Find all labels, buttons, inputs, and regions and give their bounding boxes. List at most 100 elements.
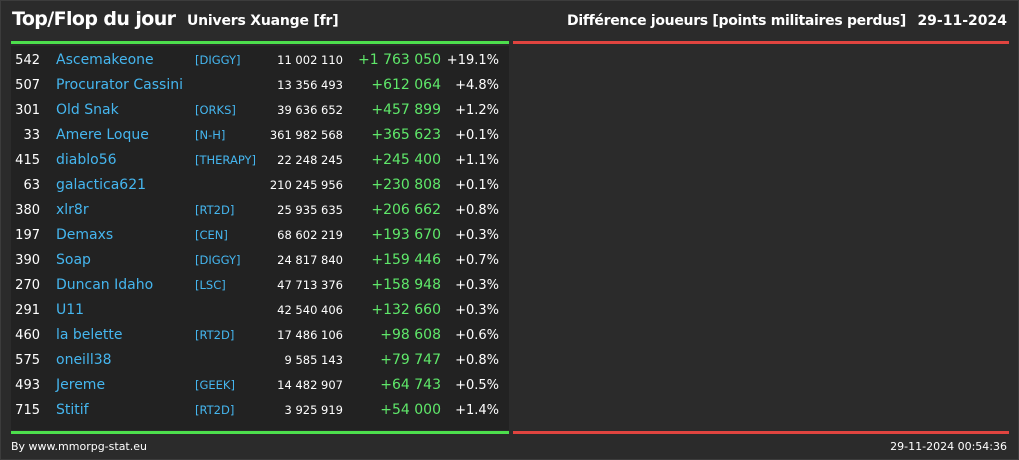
player-row: 575 oneill38 9 585 143 +79 747 +0.8% [11,348,509,373]
percent-change: +0.6% [455,328,499,343]
percent-change: +0.8% [455,353,499,368]
alliance-tag[interactable]: [GEEK] [195,378,235,392]
player-name-link[interactable]: U11 [56,302,85,318]
player-row: 493 Jereme [GEEK] 14 482 907 +64 743 +0.5% [11,373,509,398]
player-name-link[interactable]: Soap [56,252,91,268]
alliance-tag[interactable]: [DIGGY] [195,253,241,267]
player-row: 380 xlr8r [RT2D] 25 935 635 +206 662 +0.8% [11,198,509,223]
percent-change: +0.3% [455,278,499,293]
player-name-link[interactable]: Demaxs [56,227,114,243]
player-row: 63 galactica621 210 245 956 +230 808 +0.1% [11,173,509,198]
percent-change: +0.5% [455,378,499,393]
player-points: 24 817 840 [277,253,343,267]
percent-change: +1.1% [455,153,499,168]
player-name-link[interactable]: galactica621 [56,177,147,193]
percent-change: +0.1% [455,178,499,193]
player-row: 460 la belette [RT2D] 17 486 106 +98 608 +0.6… [11,323,509,348]
alliance-tag[interactable]: [THERAPY] [195,153,257,167]
player-rank: 291 [15,303,40,318]
player-points: 42 540 406 [277,303,343,317]
points-difference: +132 660 [371,302,441,318]
points-difference: +193 670 [371,227,441,243]
percent-change: +0.3% [455,228,499,243]
player-points: 9 585 143 [284,353,343,367]
player-points: 3 925 919 [284,403,343,417]
alliance-tag[interactable]: [N-H] [195,128,226,142]
player-name-link[interactable]: diablo56 [56,152,117,168]
points-difference: +365 623 [371,127,441,143]
player-rank: 270 [15,278,40,293]
player-points: 14 482 907 [277,378,343,392]
player-name-link[interactable]: la belette [56,327,123,343]
player-row: 301 Old Snak [ORKS] 39 636 652 +457 899 +1.2% [11,98,509,123]
player-name-link[interactable]: Ascemakeone [56,52,154,68]
percent-change: +0.7% [455,253,499,268]
player-points: 210 245 956 [269,178,343,192]
player-name-link[interactable]: Old Snak [56,102,119,118]
points-difference: +230 808 [371,177,441,193]
alliance-tag[interactable]: [LSC] [195,278,226,292]
percent-change: +1.2% [455,103,499,118]
points-difference: +98 608 [380,327,441,343]
player-rank: 507 [15,78,40,93]
page-title: Top/Flop du jour [12,8,176,30]
alliance-tag[interactable]: [ORKS] [195,103,236,117]
player-points: 17 486 106 [277,328,343,342]
player-row: 715 Stitif [RT2D] 3 925 919 +54 000 +1.4% [11,398,509,423]
player-points: 68 602 219 [277,228,343,242]
top-footer-bar [11,431,509,434]
player-rank: 542 [15,53,40,68]
points-difference: +159 446 [371,252,441,268]
generated-timestamp: 29-11-2024 00:54:36 [890,440,1007,453]
percent-change: +1.4% [455,403,499,418]
percent-change: +0.8% [455,203,499,218]
player-points: 13 356 493 [277,78,343,92]
points-difference: +158 948 [371,277,441,293]
player-name-link[interactable]: Stitif [56,402,89,418]
player-points: 39 636 652 [277,103,343,117]
alliance-tag[interactable]: [CEN] [195,228,228,242]
player-row: 390 Soap [DIGGY] 24 817 840 +159 446 +0.7% [11,248,509,273]
player-rank: 460 [15,328,40,343]
flop-header-bar [513,41,1009,44]
player-row: 542 Ascemakeone [DIGGY] 11 002 110 +1 763 05… [11,48,509,73]
player-name-link[interactable]: Amere Loque [56,127,149,143]
player-rank: 197 [15,228,40,243]
alliance-tag[interactable]: [RT2D] [195,203,235,217]
player-rank: 493 [15,378,40,393]
top-header-bar [11,41,509,44]
player-row: 197 Demaxs [CEN] 68 602 219 +193 670 +0.3% [11,223,509,248]
points-difference: +1 763 050 [358,52,441,68]
player-points: 361 982 568 [269,128,343,142]
player-rank: 301 [15,103,40,118]
player-rank: 575 [15,353,40,368]
player-row: 270 Duncan Idaho [LSC] 47 713 376 +158 948 +0… [11,273,509,298]
player-points: 11 002 110 [277,53,343,67]
alliance-tag[interactable]: [RT2D] [195,403,235,417]
player-row: 291 U11 42 540 406 +132 660 +0.3% [11,298,509,323]
player-name-link[interactable]: Procurator Cassini [56,77,183,93]
player-points: 22 248 245 [277,153,343,167]
player-name-link[interactable]: oneill38 [56,352,112,368]
player-name-link[interactable]: Duncan Idaho [56,277,154,293]
player-row: 415 diablo56 [THERAPY] 22 248 245 +245 400 +1… [11,148,509,173]
flop-players-panel [513,46,1009,430]
percent-change: +4.8% [455,78,499,93]
alliance-tag[interactable]: [RT2D] [195,328,235,342]
date-label: 29-11-2024 [917,13,1007,29]
percent-change: +0.1% [455,128,499,143]
points-difference: +79 747 [380,352,441,368]
player-rank: 390 [15,253,40,268]
points-difference: +612 064 [371,77,441,93]
points-difference: +206 662 [371,202,441,218]
player-name-link[interactable]: xlr8r [56,202,89,218]
source-credit[interactable]: By www.mmorpg-stat.eu [11,440,147,453]
alliance-tag[interactable]: [DIGGY] [195,53,241,67]
player-rank: 63 [23,178,40,193]
points-difference: +245 400 [371,152,441,168]
player-row: 33 Amere Loque [N-H] 361 982 568 +365 623 +0.… [11,123,509,148]
player-name-link[interactable]: Jereme [56,377,106,393]
player-rank: 33 [23,128,40,143]
universe-label: Univers Xuange [fr] [187,13,339,29]
percent-change: +0.3% [455,303,499,318]
